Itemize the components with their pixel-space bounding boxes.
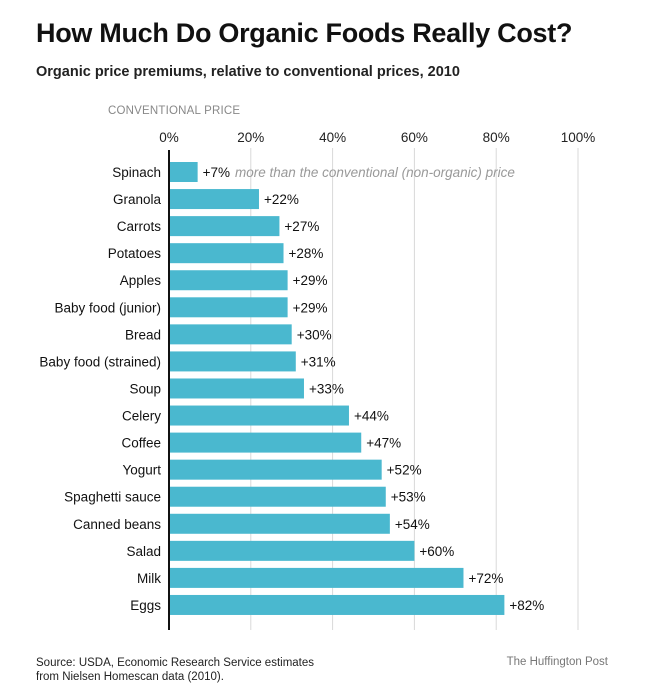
bar: [169, 513, 390, 534]
value-label: +53%: [391, 490, 426, 505]
value-label: +27%: [284, 219, 319, 234]
bar: [169, 324, 292, 345]
bar: [169, 540, 415, 561]
category-label: Soup: [129, 381, 161, 396]
value-label: +47%: [366, 436, 401, 451]
value-label: +29%: [293, 300, 328, 315]
bar: [169, 297, 288, 318]
source-line-1: Source: USDA, Economic Research Service …: [36, 657, 315, 669]
bar: [169, 162, 198, 182]
value-label: +82%: [509, 598, 544, 613]
value-label: +28%: [289, 246, 324, 261]
category-label: Baby food (junior): [54, 300, 161, 315]
value-label: +33%: [309, 381, 344, 396]
baseline-label: CONVENTIONAL PRICE: [108, 105, 240, 117]
value-label: +22%: [264, 192, 299, 207]
bar: [169, 405, 349, 426]
value-label: +7% more than the conventional (non-organ…: [203, 165, 515, 180]
chart-title: How Much Do Organic Foods Really Cost?: [36, 18, 573, 48]
x-tick-label: 0%: [159, 130, 179, 145]
category-label: Eggs: [130, 598, 161, 613]
bar: [169, 432, 362, 453]
value-label: +30%: [297, 327, 332, 342]
credit: The Huffington Post: [506, 656, 608, 668]
category-label: Spinach: [112, 165, 161, 180]
category-label: Yogurt: [122, 463, 161, 478]
category-label: Apples: [120, 273, 162, 288]
category-label: Canned beans: [73, 517, 161, 532]
value-label: +29%: [293, 273, 328, 288]
bar: [169, 351, 296, 372]
x-tick-label: 20%: [237, 130, 264, 145]
category-label: Potatoes: [108, 246, 162, 261]
value-label: +54%: [395, 517, 430, 532]
value-label: +31%: [301, 354, 336, 369]
bar: [169, 459, 382, 480]
bar: [169, 486, 386, 507]
bar: [169, 567, 464, 588]
category-label: Carrots: [117, 219, 162, 234]
category-label: Coffee: [121, 436, 161, 451]
chart-subtitle: Organic price premiums, relative to conv…: [36, 64, 460, 80]
annotation-text: more than the conventional (non-organic)…: [235, 165, 515, 180]
source-note: Source: USDA, Economic Research Service …: [36, 656, 356, 684]
category-label: Milk: [137, 571, 161, 586]
x-tick-label: 100%: [561, 130, 596, 145]
value-label: +44%: [354, 409, 389, 424]
x-tick-label: 60%: [401, 130, 428, 145]
bar: [169, 216, 280, 237]
bar: [169, 378, 304, 399]
category-label: Spaghetti sauce: [64, 490, 161, 505]
category-label: Granola: [113, 192, 162, 207]
category-label: Baby food (strained): [39, 354, 161, 369]
category-label: Salad: [126, 544, 161, 559]
bar: [169, 243, 284, 264]
bar: [169, 594, 505, 615]
x-tick-label: 80%: [483, 130, 510, 145]
category-label: Celery: [122, 409, 161, 424]
value-label: +60%: [419, 544, 454, 559]
value-label: +52%: [387, 463, 422, 478]
bar: [169, 270, 288, 291]
source-line-2: from Nielsen Homescan data (2010).: [36, 671, 224, 683]
bar: [169, 189, 259, 210]
value-label: +72%: [468, 571, 503, 586]
x-tick-label: 40%: [319, 130, 346, 145]
category-label: Bread: [125, 327, 161, 342]
